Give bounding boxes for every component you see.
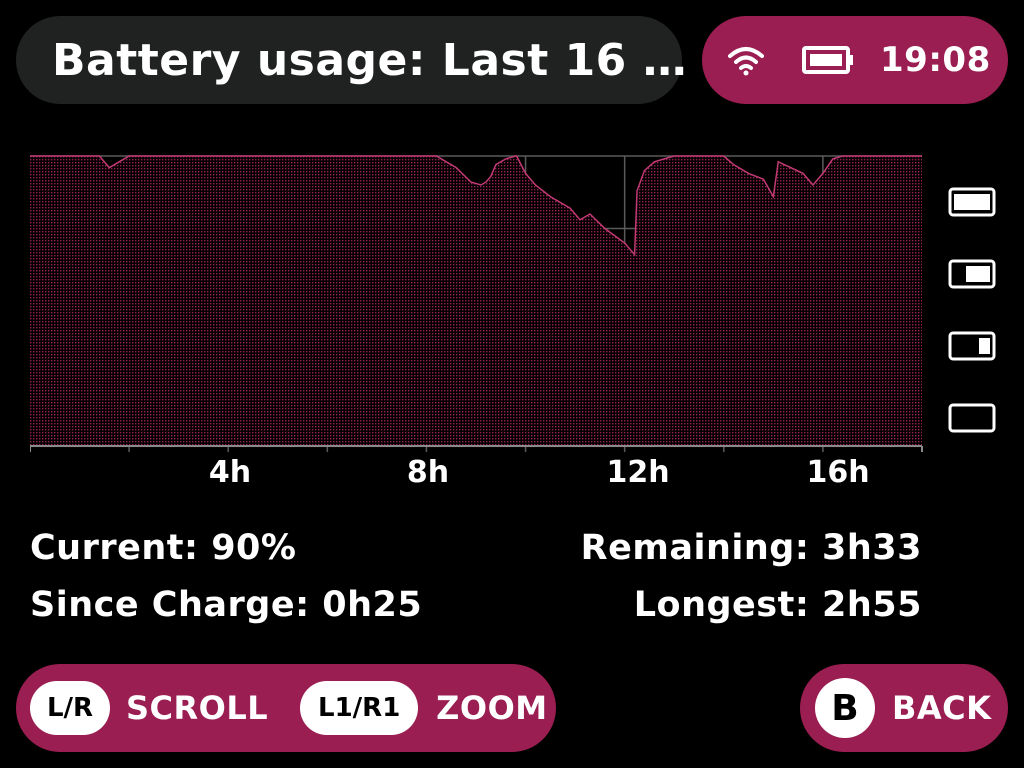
since-charge: Since Charge: 0h25 [30, 585, 423, 625]
wifi-icon [726, 44, 766, 76]
zoom-label: ZOOM [436, 689, 548, 727]
battery-level-area [30, 156, 922, 446]
battery-empty-icon [948, 403, 998, 433]
x-tick-label-16h: 16h [806, 455, 870, 490]
battery-full-icon [948, 187, 998, 217]
title-bar: Battery usage: Last 16 … [16, 16, 687, 104]
x-tick-label-12h: 12h [606, 455, 670, 490]
status-bar: 19:08 [702, 16, 1008, 104]
b-button[interactable]: B [815, 678, 875, 738]
battery-graph [29, 150, 930, 460]
lr-button[interactable]: L/R [30, 681, 110, 735]
back-hint-bar[interactable]: B BACK [800, 664, 1008, 752]
battery-chart [29, 155, 923, 452]
status-time: 19:08 [880, 40, 991, 80]
l1r1-button[interactable]: L1/R1 [300, 681, 419, 735]
battery-high-icon [948, 259, 998, 289]
x-tick-label-8h: 8h [406, 455, 450, 490]
remaining-time: Remaining: 3h33 [580, 528, 922, 568]
scroll-label: SCROLL [126, 689, 269, 727]
current-level: Current: 90% [30, 528, 297, 568]
page-title: Battery usage: Last 16 … [52, 34, 688, 86]
longest-time: Longest: 2h55 [633, 585, 922, 625]
back-label: BACK [892, 689, 992, 727]
battery-level-line [30, 155, 922, 257]
controls-hint-bar: L/R SCROLL L1/R1 ZOOM [16, 664, 556, 752]
x-tick-label-4h: 4h [208, 455, 252, 490]
battery-low-icon [948, 331, 998, 361]
battery-icon [802, 44, 856, 76]
